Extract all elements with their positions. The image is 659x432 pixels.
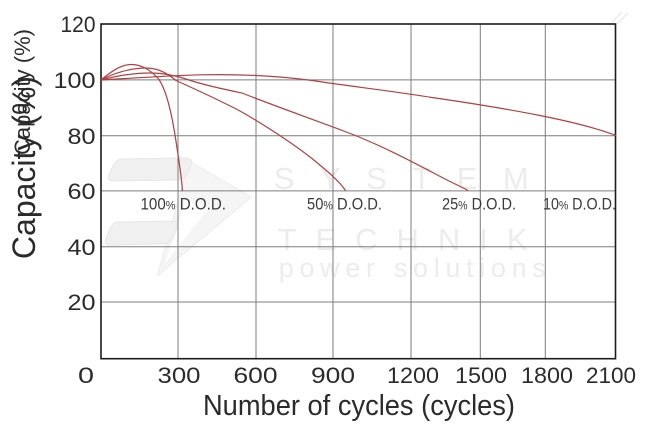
svg-text:1500: 1500 bbox=[455, 363, 507, 388]
svg-text:120: 120 bbox=[61, 12, 96, 37]
svg-text:0: 0 bbox=[78, 363, 94, 388]
svg-text:SYSTEM: SYSTEM bbox=[274, 161, 558, 196]
svg-text:900: 900 bbox=[311, 363, 355, 388]
svg-text:1200: 1200 bbox=[387, 363, 439, 388]
svg-text:2100: 2100 bbox=[586, 363, 636, 388]
svg-text:Capacity (%): Capacity (%) bbox=[10, 29, 35, 155]
svg-text:100% D.O.D.: 100% D.O.D. bbox=[141, 196, 227, 214]
svg-text:25% D.O.D.: 25% D.O.D. bbox=[442, 196, 516, 214]
svg-text:20: 20 bbox=[68, 290, 96, 315]
svg-text:power solutions: power solutions bbox=[279, 253, 552, 283]
svg-text:600: 600 bbox=[234, 363, 278, 388]
svg-text:80: 80 bbox=[68, 124, 96, 149]
svg-text:TECHNIK: TECHNIK bbox=[278, 222, 551, 257]
svg-text:1800: 1800 bbox=[521, 363, 573, 388]
svg-text:50% D.O.D.: 50% D.O.D. bbox=[307, 196, 382, 214]
svg-text:40: 40 bbox=[68, 235, 96, 260]
svg-text:10% D.O.D.: 10% D.O.D. bbox=[543, 196, 616, 214]
svg-text:100: 100 bbox=[54, 68, 96, 93]
svg-text:Capacity (%): Capacity (%) bbox=[6, 76, 42, 259]
svg-text:300: 300 bbox=[158, 363, 201, 388]
svg-text:Number of cycles (cycles): Number of cycles (cycles) bbox=[203, 390, 515, 422]
svg-text:60: 60 bbox=[68, 179, 96, 204]
